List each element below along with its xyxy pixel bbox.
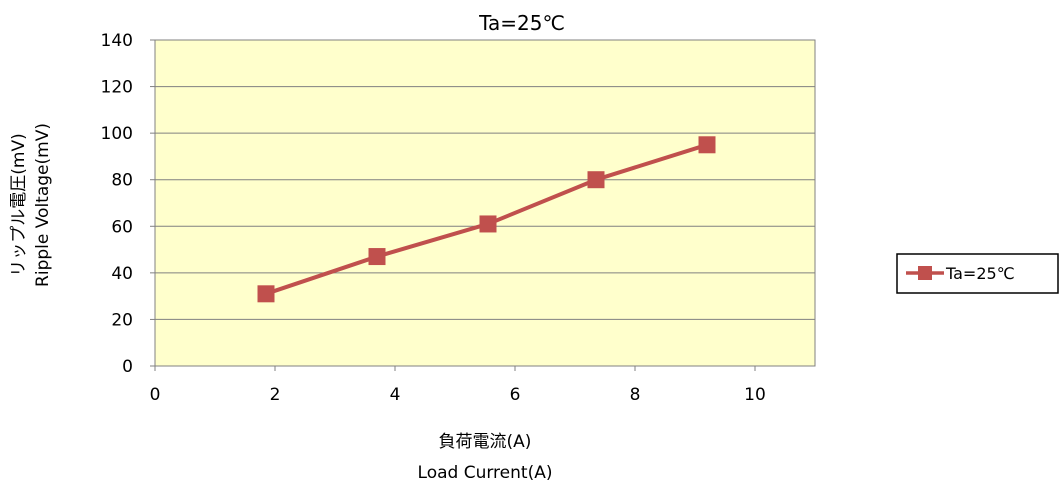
y-tick-label: 20 — [111, 310, 133, 330]
y-axis-ticks: 0 20 40 60 80 100 120 140 — [101, 31, 155, 377]
y-tick-label: 60 — [111, 217, 133, 237]
y-axis-title-jp: リップル電圧(mV) — [9, 133, 29, 276]
plot-frame — [154, 39, 816, 367]
gridlines — [155, 39, 815, 367]
data-point — [587, 171, 605, 189]
y-tick-label: 80 — [111, 171, 133, 191]
x-tick-label: 0 — [150, 385, 161, 405]
x-axis-ticks: 0 2 4 6 8 10 — [150, 366, 766, 405]
y-tick-label: 0 — [122, 357, 133, 377]
series-layer — [257, 136, 716, 303]
y-tick-label: 120 — [101, 78, 133, 98]
x-tick-label: 2 — [270, 385, 281, 405]
legend: Ta=25℃ — [896, 253, 1059, 294]
legend-label: Ta=25℃ — [945, 264, 1015, 283]
chart-title: Ta=25℃ — [478, 11, 565, 35]
x-axis-title-jp: 負荷電流(A) — [439, 432, 532, 452]
y-axis-title-en: Ripple Voltage(mV) — [33, 123, 53, 287]
x-tick-label: 8 — [630, 385, 641, 405]
y-tick-label: 40 — [111, 264, 133, 284]
x-tick-label: 6 — [510, 385, 521, 405]
plot-area — [155, 40, 815, 366]
data-point — [698, 136, 716, 154]
y-tick-label: 140 — [101, 31, 133, 51]
data-point — [479, 215, 497, 233]
y-tick-label: 100 — [101, 124, 133, 144]
x-tick-label: 10 — [744, 385, 766, 405]
x-axis-title-en: Load Current(A) — [418, 463, 553, 483]
legend-marker — [918, 266, 932, 280]
x-tick-label: 4 — [390, 385, 401, 405]
data-point — [257, 285, 275, 303]
data-point — [368, 248, 386, 266]
